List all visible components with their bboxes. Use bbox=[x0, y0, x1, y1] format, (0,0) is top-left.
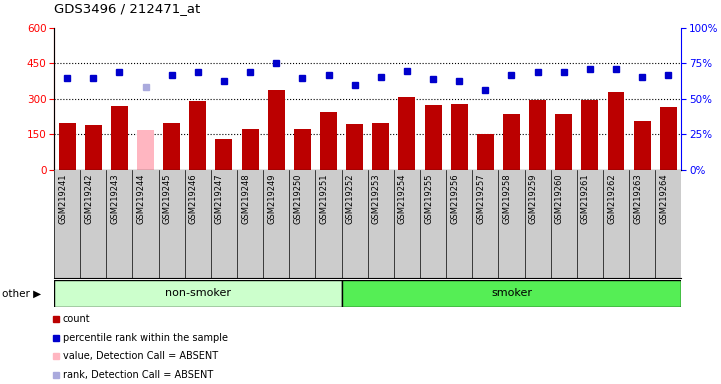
Text: GSM219256: GSM219256 bbox=[450, 173, 459, 224]
Text: GSM219264: GSM219264 bbox=[659, 173, 668, 224]
Bar bbox=[342, 280, 681, 307]
Text: GSM219241: GSM219241 bbox=[58, 173, 67, 224]
Bar bbox=[242, 129, 259, 170]
Bar bbox=[294, 129, 311, 170]
Text: non-smoker: non-smoker bbox=[165, 288, 231, 298]
Bar bbox=[425, 105, 441, 170]
Text: GSM219263: GSM219263 bbox=[633, 173, 642, 224]
Bar bbox=[399, 97, 415, 170]
Bar bbox=[503, 114, 520, 170]
Text: GSM219249: GSM219249 bbox=[267, 173, 276, 224]
Bar bbox=[216, 139, 232, 170]
Text: GSM219257: GSM219257 bbox=[477, 173, 485, 224]
Bar bbox=[58, 122, 76, 170]
Bar bbox=[581, 100, 598, 170]
Bar bbox=[346, 124, 363, 170]
Text: percentile rank within the sample: percentile rank within the sample bbox=[63, 333, 228, 343]
Text: GSM219248: GSM219248 bbox=[241, 173, 250, 224]
Text: GSM219243: GSM219243 bbox=[110, 173, 120, 224]
Bar bbox=[372, 122, 389, 170]
Bar bbox=[111, 106, 128, 170]
Bar bbox=[85, 125, 102, 170]
Bar bbox=[137, 130, 154, 170]
Text: value, Detection Call = ABSENT: value, Detection Call = ABSENT bbox=[63, 351, 218, 361]
Bar bbox=[54, 280, 342, 307]
Text: GSM219260: GSM219260 bbox=[554, 173, 564, 224]
Text: GSM219261: GSM219261 bbox=[581, 173, 590, 224]
Bar bbox=[529, 100, 546, 170]
Text: GDS3496 / 212471_at: GDS3496 / 212471_at bbox=[54, 2, 200, 15]
Bar bbox=[608, 92, 624, 170]
Bar bbox=[451, 104, 468, 170]
Bar bbox=[660, 107, 677, 170]
Text: GSM219251: GSM219251 bbox=[319, 173, 329, 224]
Text: GSM219245: GSM219245 bbox=[163, 173, 172, 224]
Bar bbox=[634, 121, 650, 170]
Text: rank, Detection Call = ABSENT: rank, Detection Call = ABSENT bbox=[63, 370, 213, 380]
Text: GSM219246: GSM219246 bbox=[189, 173, 198, 224]
Text: GSM219252: GSM219252 bbox=[345, 173, 355, 224]
Text: GSM219254: GSM219254 bbox=[398, 173, 407, 224]
Text: GSM219242: GSM219242 bbox=[84, 173, 93, 224]
Text: GSM219247: GSM219247 bbox=[215, 173, 224, 224]
Text: GSM219255: GSM219255 bbox=[424, 173, 433, 224]
Text: GSM219250: GSM219250 bbox=[293, 173, 302, 224]
Text: GSM219262: GSM219262 bbox=[607, 173, 616, 224]
Bar bbox=[320, 112, 337, 170]
Text: count: count bbox=[63, 314, 90, 324]
Bar bbox=[477, 134, 494, 170]
Text: GSM219258: GSM219258 bbox=[503, 173, 511, 224]
Bar bbox=[267, 89, 285, 170]
Text: GSM219244: GSM219244 bbox=[136, 173, 146, 224]
Text: GSM219259: GSM219259 bbox=[528, 173, 538, 224]
Text: smoker: smoker bbox=[491, 288, 532, 298]
Bar bbox=[190, 101, 206, 170]
Bar bbox=[555, 114, 572, 170]
Text: GSM219253: GSM219253 bbox=[372, 173, 381, 224]
Bar bbox=[163, 122, 180, 170]
Text: other ▶: other ▶ bbox=[2, 288, 41, 298]
